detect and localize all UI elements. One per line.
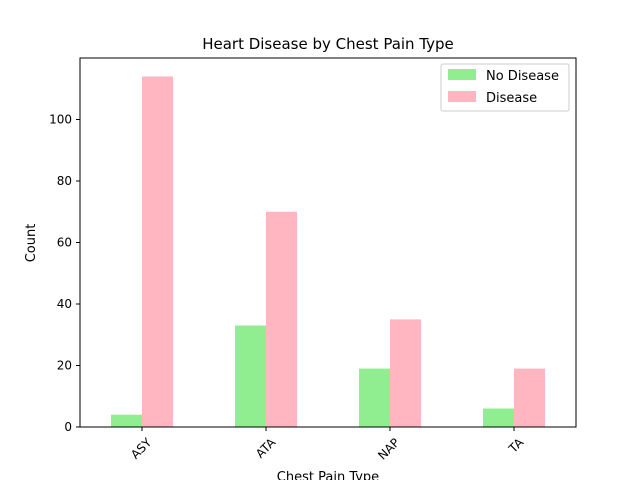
bars-layer (111, 76, 545, 427)
x-tick-label-nap: NAP (375, 435, 402, 462)
bar-disease-ta (514, 368, 545, 427)
bar-no-disease-asy (111, 414, 142, 427)
bar-no-disease-ta (483, 408, 514, 427)
x-tick-label-asy: ASY (128, 435, 155, 462)
x-tick-label-ata: ATA (253, 435, 279, 461)
bar-no-disease-ata (235, 325, 266, 427)
y-tick-label: 20 (57, 359, 72, 373)
y-axis-ticks: 0 20 40 60 80 100 (49, 113, 80, 434)
bar-disease-nap (390, 319, 421, 427)
x-tick-label-ta: TA (505, 435, 526, 456)
bar-disease-asy (142, 76, 173, 427)
legend-swatch-no-disease (448, 69, 476, 80)
bar-disease-ata (266, 211, 297, 427)
legend-swatch-disease (448, 91, 476, 102)
y-tick-label: 80 (57, 174, 72, 188)
legend: No Disease Disease (440, 63, 570, 112)
y-tick-label: 60 (57, 236, 72, 250)
y-tick-label: 100 (49, 113, 72, 127)
y-tick-label: 40 (57, 297, 72, 311)
legend-label-disease: Disease (486, 91, 537, 106)
bar-no-disease-nap (359, 368, 390, 427)
chart-title: Heart Disease by Chest Pain Type (202, 35, 454, 53)
x-axis-label: Chest Pain Type (277, 470, 379, 480)
y-tick-label: 0 (64, 420, 72, 434)
legend-label-no-disease: No Disease (486, 69, 559, 84)
y-axis-label: Count (24, 224, 39, 263)
x-axis-ticks: ASY ATA NAP TA (128, 427, 527, 463)
